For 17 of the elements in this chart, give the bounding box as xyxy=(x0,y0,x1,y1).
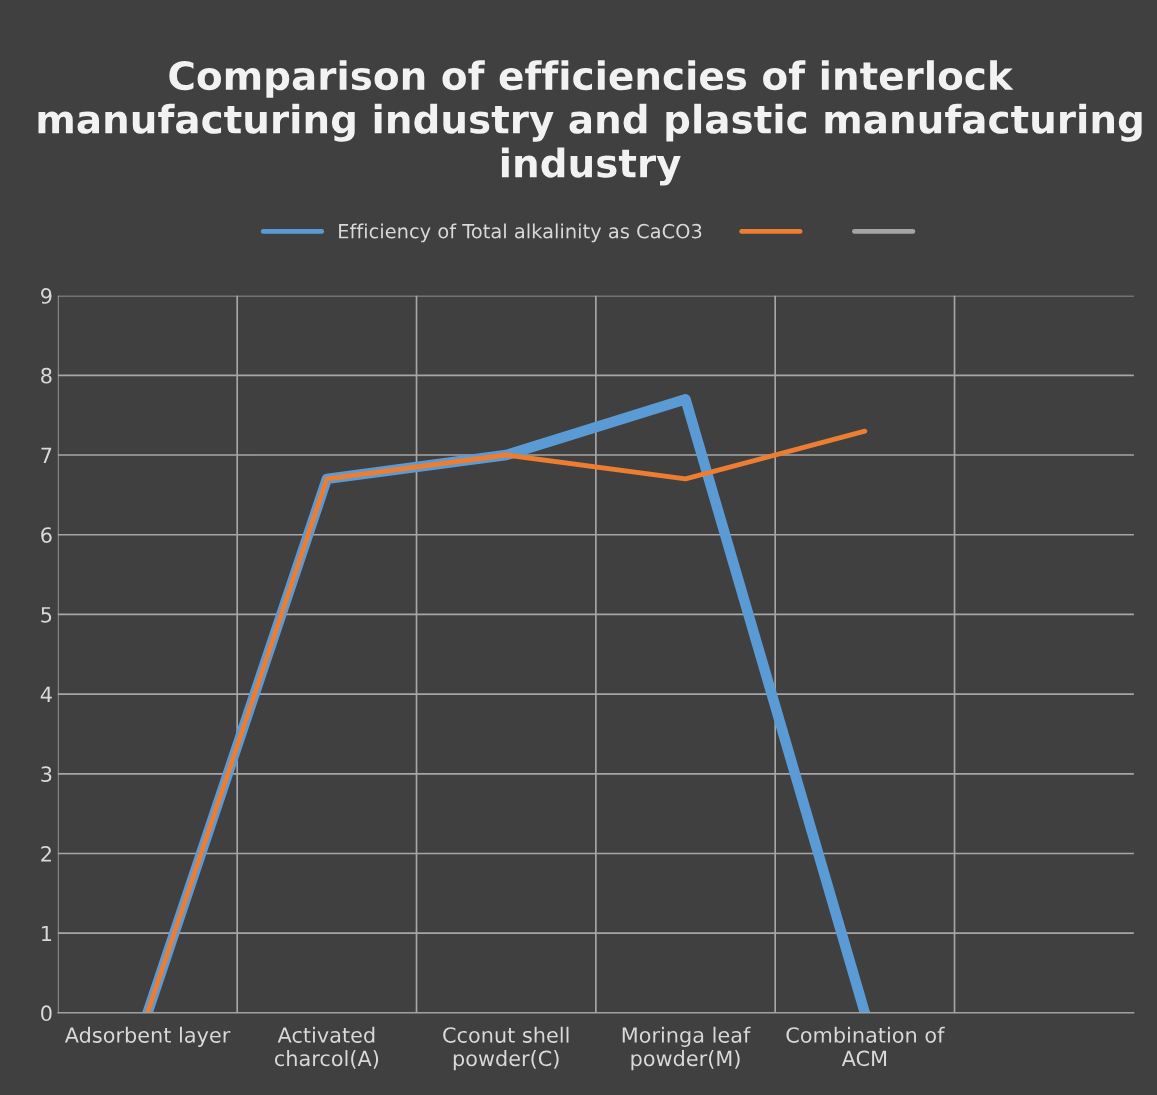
y-tick-label: 9 xyxy=(41,288,52,304)
x-tick-label: Activated charcol(A) xyxy=(274,1026,379,1069)
y-tick-label: 0 xyxy=(41,1005,52,1022)
x-tick-label: Combination of ACM xyxy=(786,1026,945,1067)
y-tick-label: 7 xyxy=(41,447,52,463)
y-tick-label: 5 xyxy=(41,607,52,623)
chart-title: Comparison of efficiencies of interlock manufacturing industry and plastic manufacturing industry xyxy=(38,60,1142,186)
x-tick-label: Moringa leaf powder(M) xyxy=(622,1026,751,1071)
y-tick-label: 4 xyxy=(40,686,52,703)
legend-label: Efficiency of Total alkalinity as CaCO3 xyxy=(339,223,702,243)
y-tick-label: 8 xyxy=(41,367,52,384)
y-tick-label: 6 xyxy=(41,527,52,543)
y-tick-label: 1 xyxy=(42,925,52,942)
y-tick-label: 2 xyxy=(41,845,51,862)
y-tick-label: 3 xyxy=(41,766,52,783)
x-tick-label: Cconut shell powder(C) xyxy=(443,1026,569,1071)
x-tick-label: Adsorbent layer xyxy=(64,1026,231,1047)
